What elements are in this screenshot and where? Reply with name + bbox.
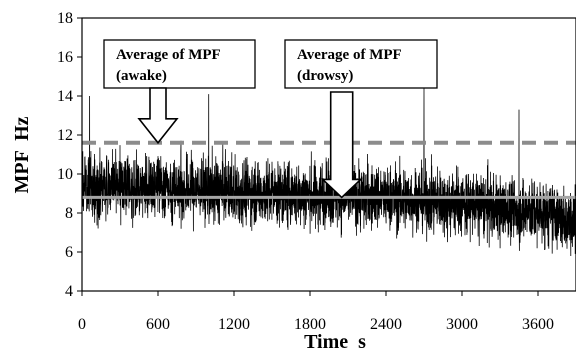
x-tick-label: 600 [146,316,170,333]
plot-frame [81,17,576,292]
y-tick-label: 4 [65,283,73,300]
annotation-line2: (drowsy) [297,68,353,84]
y-tick-label: 6 [65,244,73,261]
drowsy-annotation: Average of MPF (drowsy) [284,39,438,199]
y-tick-label: 18 [57,10,73,27]
x-tick-label: 3000 [446,316,478,333]
y-tick-label: 14 [57,88,73,105]
down-arrow-icon [320,91,363,199]
annotation-line2: (awake) [116,68,167,84]
annotations: Average of MPF (awake) Average of MPF (drow… [103,39,438,199]
y-axis-ticks: 4 6 8 10 12 14 16 18 [57,10,82,300]
y-tick-label: 16 [57,49,73,66]
awake-annotation: Average of MPF (awake) [103,39,256,145]
mpf-signal-line [81,88,576,257]
annotation-line1: Average of MPF [116,47,221,63]
down-arrow-icon [137,87,179,145]
signal-layer [81,88,576,257]
x-axis-title: Time s [304,331,366,353]
annotation-line1: Average of MPF [297,47,402,63]
x-axis-ticks: 0 600 1200 1800 2400 3000 3600 [78,291,554,333]
annotation-box [103,39,256,89]
x-tick-label: 2400 [370,316,402,333]
annotation-box [284,39,438,89]
y-tick-label: 12 [57,127,73,144]
x-tick-label: 1200 [218,316,250,333]
y-axis-title: MPF Hz [11,116,33,193]
x-tick-label: 0 [78,316,86,333]
x-tick-label: 1800 [294,316,326,333]
reference-lines [82,140,576,199]
y-tick-label: 10 [57,166,73,183]
x-tick-label: 3600 [522,316,554,333]
y-tick-label: 8 [65,205,73,222]
